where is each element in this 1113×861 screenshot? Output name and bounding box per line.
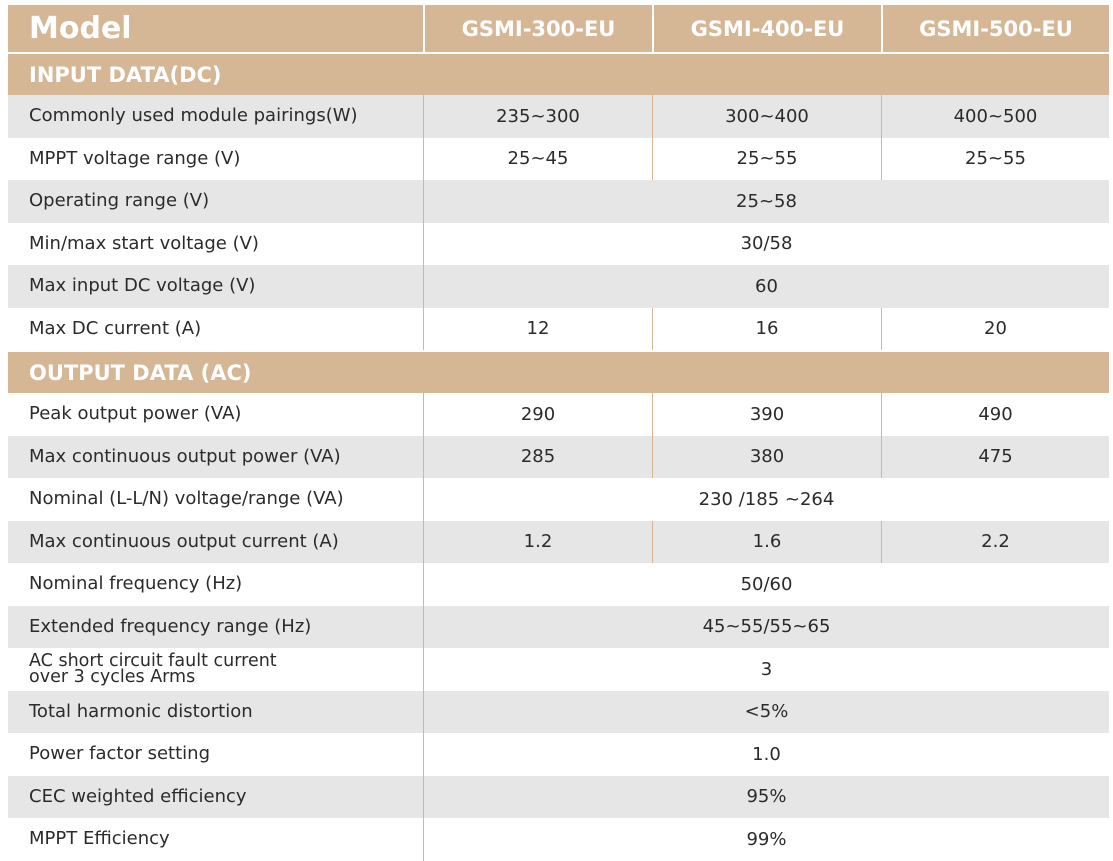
row-value: <5% bbox=[423, 690, 1109, 733]
section-title: INPUT DATA(DC) bbox=[29, 62, 222, 87]
row-value: 290 bbox=[423, 393, 652, 436]
row-value: 475 bbox=[881, 435, 1109, 478]
spec-table: Model GSMI-300-EU GSMI-400-EU GSMI-500-E… bbox=[8, 5, 1109, 861]
row-label: Min/max start voltage (V) bbox=[29, 232, 259, 254]
row-label: Max continuous output current (A) bbox=[29, 530, 339, 552]
row-label: Nominal frequency (Hz) bbox=[29, 573, 243, 595]
table-row: Power factor setting 1.0 bbox=[8, 733, 1109, 776]
row-value: 390 bbox=[652, 393, 881, 436]
row-label: Operating range (V) bbox=[29, 190, 210, 212]
row-value: 95% bbox=[423, 775, 1109, 818]
table-row: Peak output power (VA) 290 390 490 bbox=[8, 393, 1109, 436]
row-value: 230 /185 ~264 bbox=[423, 478, 1109, 521]
row-label: Total harmonic distortion bbox=[29, 700, 253, 722]
row-label-line-2: over 3 cycles Arms bbox=[29, 667, 196, 688]
model-name-1: GSMI-300-EU bbox=[423, 5, 652, 52]
section-header-output: OUTPUT DATA (AC) bbox=[8, 350, 1109, 393]
row-value: 1.2 bbox=[423, 520, 652, 563]
row-value: 300~400 bbox=[652, 95, 881, 138]
row-label: Commonly used module pairings(W) bbox=[29, 105, 358, 127]
table-header-row: Model GSMI-300-EU GSMI-400-EU GSMI-500-E… bbox=[8, 5, 1109, 52]
model-name-3: GSMI-500-EU bbox=[881, 5, 1109, 52]
table-row: Total harmonic distortion <5% bbox=[8, 690, 1109, 733]
row-value: 99% bbox=[423, 818, 1109, 861]
row-label-line-1: AC short circuit fault current bbox=[29, 651, 277, 672]
row-value: 380 bbox=[652, 435, 881, 478]
row-value: 2.2 bbox=[881, 520, 1109, 563]
table-row: Operating range (V) 25~58 bbox=[8, 180, 1109, 223]
table-row: Min/max start voltage (V) 30/58 bbox=[8, 222, 1109, 265]
row-value: 490 bbox=[881, 393, 1109, 436]
model-heading: Model bbox=[29, 11, 132, 46]
model-name-2: GSMI-400-EU bbox=[652, 5, 881, 52]
table-row: Max continuous output power (VA) 285 380… bbox=[8, 435, 1109, 478]
row-value: 1.6 bbox=[652, 520, 881, 563]
row-label-multiline: AC short circuit fault current over 3 cy… bbox=[8, 648, 423, 691]
table-row: Max input DC voltage (V) 60 bbox=[8, 265, 1109, 308]
row-value: 3 bbox=[423, 648, 1109, 691]
row-value: 285 bbox=[423, 435, 652, 478]
section-title: OUTPUT DATA (AC) bbox=[29, 360, 252, 385]
row-value: 25~58 bbox=[423, 180, 1109, 223]
row-label: MPPT Efficiency bbox=[29, 828, 170, 850]
table-row: Nominal (L-L/N) voltage/range (VA) 230 /… bbox=[8, 478, 1109, 521]
table-row: MPPT Efficiency 99% bbox=[8, 818, 1109, 861]
table-row: MPPT voltage range (V) 25~45 25~55 25~55 bbox=[8, 137, 1109, 180]
row-label: Peak output power (VA) bbox=[29, 403, 242, 425]
row-value: 25~45 bbox=[423, 137, 652, 180]
table-row: Max DC current (A) 12 16 20 bbox=[8, 307, 1109, 350]
table-row: Nominal frequency (Hz) 50/60 bbox=[8, 563, 1109, 606]
row-label: Nominal (L-L/N) voltage/range (VA) bbox=[29, 488, 344, 510]
row-value: 1.0 bbox=[423, 733, 1109, 776]
row-value: 30/58 bbox=[423, 222, 1109, 265]
row-value: 60 bbox=[423, 265, 1109, 308]
row-value: 25~55 bbox=[652, 137, 881, 180]
table-row: Commonly used module pairings(W) 235~300… bbox=[8, 95, 1109, 138]
row-value: 20 bbox=[881, 307, 1109, 350]
row-label: Max input DC voltage (V) bbox=[29, 275, 256, 297]
row-value: 16 bbox=[652, 307, 881, 350]
row-value: 25~55 bbox=[881, 137, 1109, 180]
row-label: CEC weighted efficiency bbox=[29, 785, 247, 807]
row-value: 12 bbox=[423, 307, 652, 350]
row-value: 400~500 bbox=[881, 95, 1109, 138]
table-row: Extended frequency range (Hz) 45~55/55~6… bbox=[8, 605, 1109, 648]
row-label: MPPT voltage range (V) bbox=[29, 147, 241, 169]
row-value: 45~55/55~65 bbox=[423, 605, 1109, 648]
row-label: Power factor setting bbox=[29, 743, 211, 765]
row-label: Max continuous output power (VA) bbox=[29, 445, 341, 467]
section-header-input: INPUT DATA(DC) bbox=[8, 52, 1109, 95]
row-label: Extended frequency range (Hz) bbox=[29, 615, 312, 637]
row-label: Max DC current (A) bbox=[29, 317, 202, 339]
row-value: 235~300 bbox=[423, 95, 652, 138]
row-value: 50/60 bbox=[423, 563, 1109, 606]
table-row: Max continuous output current (A) 1.2 1.… bbox=[8, 520, 1109, 563]
table-row: CEC weighted efficiency 95% bbox=[8, 775, 1109, 818]
table-row: AC short circuit fault current over 3 cy… bbox=[8, 648, 1109, 691]
